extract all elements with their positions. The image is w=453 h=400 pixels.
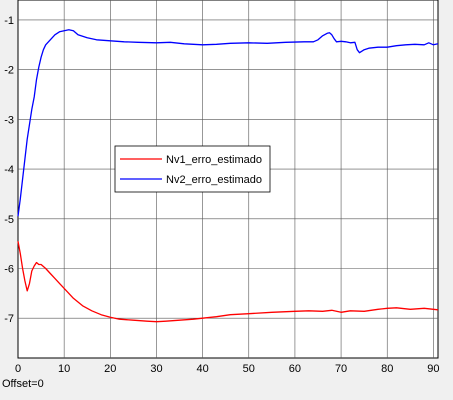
x-tick-labels: 0 10 20 30 40 50 60 70 80 90 [15, 363, 440, 375]
offset-label: Offset=0 [2, 378, 44, 390]
legend-label-nv1: Nv1_erro_estimado [166, 154, 262, 166]
x-tick-label: 50 [243, 363, 255, 375]
y-tick-label: -6 [4, 264, 14, 276]
series-lines [17, 29, 439, 323]
y-tick-label: -4 [4, 164, 14, 176]
y-tick-label: -5 [4, 214, 14, 226]
x-tick-label: 30 [150, 363, 162, 375]
y-tick-label: -3 [4, 114, 14, 126]
y-tick-label: -7 [4, 313, 14, 325]
legend: Nv1_erro_estimado Nv2_erro_estimado [114, 145, 271, 193]
x-tick-label: 20 [104, 363, 116, 375]
y-tick-label: -1 [4, 15, 14, 27]
x-tick-label: 60 [289, 363, 301, 375]
x-tick-label: 80 [381, 363, 393, 375]
legend-label-nv2: Nv2_erro_estimado [166, 174, 262, 186]
x-tick-label: 70 [335, 363, 347, 375]
series-line-nv1 [17, 241, 439, 323]
y-tick-label: -2 [4, 65, 14, 77]
legend-box [114, 145, 271, 193]
x-tick-label: 10 [58, 363, 70, 375]
x-tick-label: 0 [15, 363, 21, 375]
series-line-nv2 [17, 29, 439, 217]
y-tick-labels: -1 -2 -3 -4 -5 -6 -7 [4, 15, 14, 325]
x-tick-label: 40 [196, 363, 208, 375]
x-tick-label: 90 [427, 363, 439, 375]
